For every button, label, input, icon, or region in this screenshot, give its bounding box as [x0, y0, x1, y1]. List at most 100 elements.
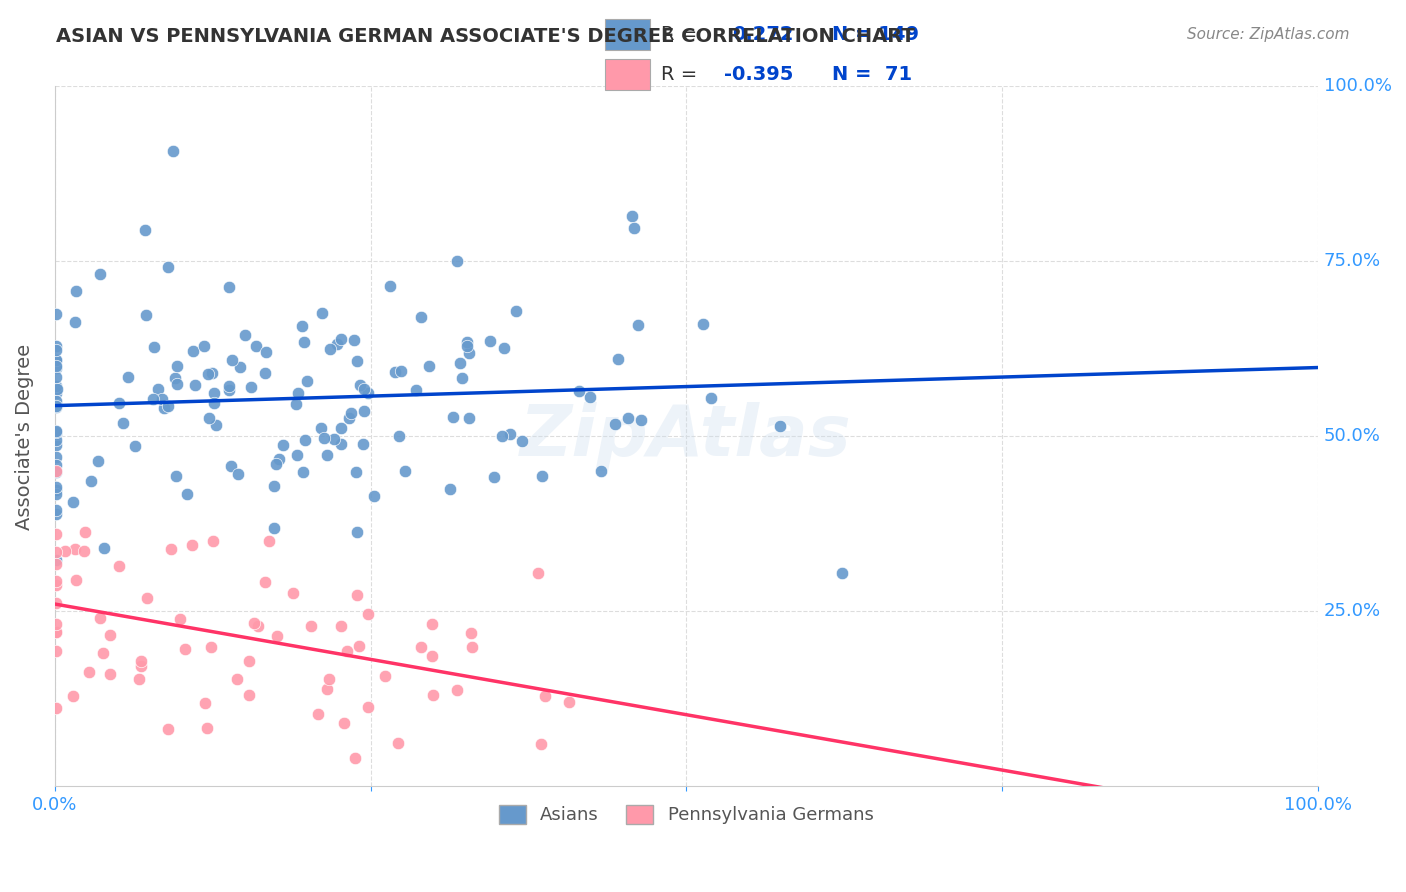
Point — [45, 458, 67, 473]
Point — [451, 370, 474, 384]
Point — [420, 616, 443, 631]
Point — [65, 284, 87, 298]
Point — [329, 437, 352, 451]
Point — [530, 469, 553, 483]
Point — [62, 495, 84, 509]
Point — [45, 400, 67, 414]
Point — [181, 343, 204, 358]
Point — [156, 722, 179, 736]
Point — [263, 479, 285, 493]
Text: 100.0%: 100.0% — [1324, 78, 1392, 95]
Point — [627, 318, 650, 333]
Point — [336, 644, 359, 658]
Point — [202, 385, 225, 400]
Point — [202, 533, 225, 548]
Point — [284, 397, 307, 411]
Point — [411, 640, 433, 655]
Point — [283, 586, 305, 600]
Point — [45, 465, 67, 479]
Point — [458, 410, 481, 425]
Point — [630, 412, 652, 426]
Point — [45, 399, 67, 413]
Point — [89, 611, 111, 625]
Point — [373, 669, 395, 683]
Point — [458, 346, 481, 360]
Point — [45, 370, 67, 384]
Point — [322, 432, 344, 446]
Point — [330, 421, 353, 435]
Point — [482, 469, 505, 483]
Point — [218, 379, 240, 393]
Point — [46, 382, 69, 396]
Point — [315, 681, 337, 696]
Point — [98, 667, 121, 681]
Text: 0.272: 0.272 — [731, 25, 793, 44]
Point — [87, 454, 110, 468]
Point — [176, 487, 198, 501]
Text: 75.0%: 75.0% — [1324, 252, 1381, 270]
Point — [253, 574, 276, 589]
Point — [135, 308, 157, 322]
Point — [228, 467, 250, 482]
FancyBboxPatch shape — [605, 19, 650, 49]
Point — [422, 688, 444, 702]
Point — [45, 701, 67, 715]
Point — [198, 410, 221, 425]
Point — [45, 307, 67, 321]
Point — [165, 371, 187, 385]
Point — [45, 353, 67, 368]
Point — [617, 411, 640, 425]
Point — [45, 487, 67, 501]
Point — [45, 426, 67, 441]
Point — [257, 533, 280, 548]
Point — [45, 574, 67, 589]
Point — [479, 334, 502, 349]
Point — [93, 646, 115, 660]
Point — [526, 566, 548, 581]
Point — [333, 715, 356, 730]
Point — [769, 418, 792, 433]
Point — [346, 588, 368, 602]
Point — [254, 344, 277, 359]
Point — [156, 400, 179, 414]
Point — [117, 369, 139, 384]
Point — [107, 396, 129, 410]
Point — [330, 332, 353, 346]
Point — [352, 437, 374, 451]
Point — [439, 483, 461, 497]
Point — [65, 574, 87, 588]
Text: ZipAtlas: ZipAtlas — [520, 402, 852, 471]
Point — [150, 392, 173, 406]
Point — [45, 625, 67, 640]
Point — [166, 377, 188, 392]
Text: -0.395: -0.395 — [724, 65, 793, 84]
Point — [53, 544, 76, 558]
Point — [45, 360, 67, 375]
Point — [45, 644, 67, 658]
Point — [45, 394, 67, 409]
FancyBboxPatch shape — [605, 59, 650, 89]
Point — [45, 339, 67, 353]
Point — [339, 411, 361, 425]
Point — [128, 672, 150, 686]
Point — [183, 377, 205, 392]
Point — [124, 439, 146, 453]
Point — [166, 359, 188, 373]
Point — [342, 333, 364, 347]
Point — [461, 640, 484, 654]
Point — [343, 751, 366, 765]
Point — [165, 469, 187, 483]
Point — [45, 544, 67, 558]
Point — [45, 352, 67, 367]
Point — [162, 144, 184, 158]
Point — [136, 591, 159, 605]
Point — [45, 596, 67, 610]
Point — [45, 617, 67, 632]
Point — [98, 627, 121, 641]
Point — [460, 625, 482, 640]
Point — [491, 429, 513, 443]
Point — [193, 696, 215, 710]
Point — [356, 386, 378, 401]
Point — [344, 465, 367, 479]
Point — [271, 438, 294, 452]
